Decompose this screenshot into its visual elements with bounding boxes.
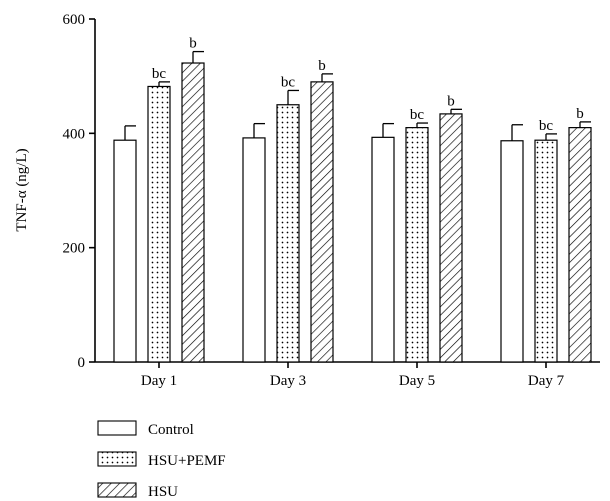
bar-empty-3 xyxy=(371,136,395,363)
legend-swatch-dotted xyxy=(97,451,137,467)
bar-empty-2 xyxy=(242,137,266,363)
legend-swatch-hatched xyxy=(97,482,137,498)
significance-label: b xyxy=(576,106,584,122)
y-axis: 0 200 400 600 xyxy=(63,12,96,371)
legend-label: Control xyxy=(148,422,194,438)
significance-label: b xyxy=(189,36,197,52)
bar-dotted-2 xyxy=(276,104,300,363)
x-tick-label: Day 7 xyxy=(528,373,565,389)
significance-annotations: bc b bc b bc b bc b xyxy=(152,36,584,134)
significance-label: bc xyxy=(281,74,296,90)
x-tick-label: Day 3 xyxy=(270,373,306,389)
bars-group xyxy=(113,50,592,363)
significance-label: bc xyxy=(152,66,167,82)
legend-label: HSU xyxy=(148,484,178,500)
bar-hatched-2 xyxy=(310,81,334,363)
bar-dotted-3 xyxy=(405,127,429,363)
bar-hatched-1 xyxy=(181,62,205,363)
legend: Control HSU+PEMF HSU xyxy=(97,420,226,500)
significance-label: bc xyxy=(539,118,554,134)
bar-hatched-4 xyxy=(568,127,592,363)
bar-dotted-1 xyxy=(147,85,171,363)
bar-empty-1 xyxy=(113,139,137,363)
significance-label: b xyxy=(447,93,455,109)
y-tick-label: 200 xyxy=(63,241,86,257)
legend-label: HSU+PEMF xyxy=(148,453,226,469)
y-tick-label: 600 xyxy=(63,12,86,28)
legend-swatch-empty xyxy=(97,420,137,436)
x-axis: Day 1 Day 3 Day 5 Day 7 xyxy=(95,361,600,389)
significance-label: b xyxy=(318,58,326,74)
y-tick-label: 0 xyxy=(78,355,86,371)
significance-label: bc xyxy=(410,107,425,123)
x-tick-label: Day 5 xyxy=(399,373,435,389)
y-tick-label: 400 xyxy=(63,126,86,142)
bar-empty-4 xyxy=(500,140,524,363)
x-tick-label: Day 1 xyxy=(141,373,177,389)
bar-hatched-3 xyxy=(439,113,463,363)
y-axis-label: TNF-α (ng/L) xyxy=(14,148,30,231)
bar-dotted-4 xyxy=(534,139,558,363)
